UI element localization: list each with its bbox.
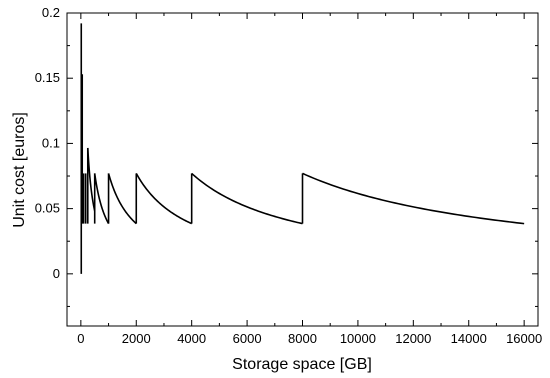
series-segment	[107, 173, 137, 225]
x-tick-label: 4000	[177, 331, 206, 346]
x-tick-label: 14000	[451, 331, 487, 346]
x-tick-label: 2000	[122, 331, 151, 346]
y-tick-label: 0.1	[42, 135, 60, 150]
y-tick-label: 0.05	[35, 201, 60, 216]
plot-frame	[66, 12, 539, 327]
y-tick-label: 0.2	[42, 5, 60, 20]
series-segment	[302, 172, 525, 225]
y-tick-label: 0.15	[35, 70, 60, 85]
x-tick-label: 16000	[506, 331, 542, 346]
x-axis-title: Storage space [GB]	[232, 356, 372, 373]
y-axis-title: Unit cost [euros]	[11, 112, 28, 228]
y-tick-label: 0	[53, 266, 60, 281]
x-tick-label: 12000	[395, 331, 431, 346]
y-axis: 0 0.05 0.1 0.15 0.2	[35, 5, 538, 307]
x-axis: 0 2000 4000 6000 8000 10000 12000 14000 16000	[77, 13, 542, 346]
series-layer	[80, 23, 525, 274]
x-tick-label: 8000	[288, 331, 317, 346]
x-tick-label: 0	[77, 331, 84, 346]
x-tick-label: 6000	[233, 331, 262, 346]
series-segment	[86, 147, 96, 212]
series-segment	[93, 173, 110, 225]
x-tick-label: 10000	[340, 331, 376, 346]
series-segment	[191, 172, 303, 225]
series-segment	[135, 173, 193, 225]
